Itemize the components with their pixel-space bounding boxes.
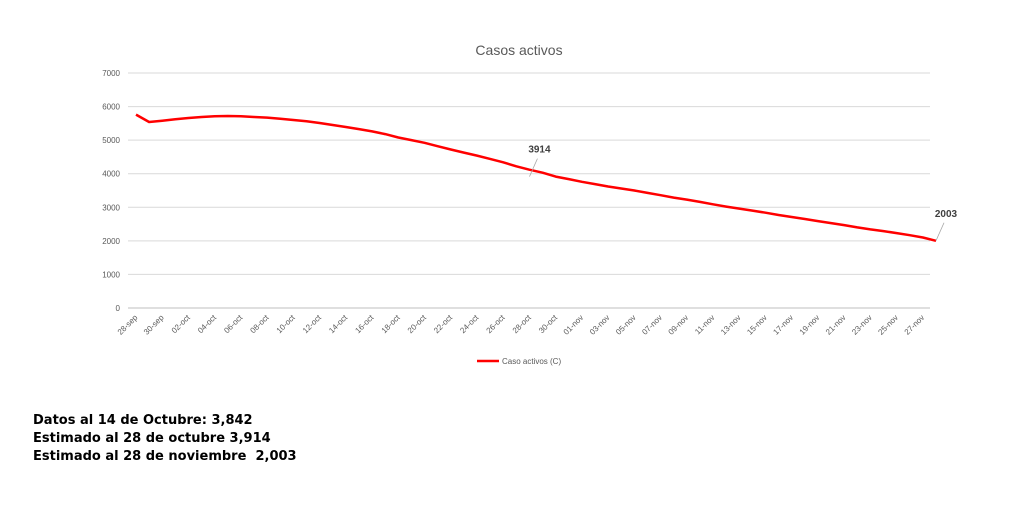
y-tick-label: 1000 [102,270,120,279]
x-tick-label: 23-nov [850,313,874,337]
x-tick-label: 13-nov [719,313,743,337]
series-line [135,113,937,243]
legend: Caso activos (C) [477,357,561,366]
y-tick-label: 5000 [102,136,120,145]
x-tick-label: 25-nov [876,313,900,337]
x-tick-label: 30-oct [537,313,560,336]
x-tick-label: 15-nov [745,313,769,337]
legend-label: Caso activos (C) [502,357,561,366]
x-tick-label: 07-nov [640,313,664,337]
x-tick-label: 08-oct [248,313,271,336]
x-tick-label: 21-nov [824,313,848,337]
x-tick-label: 22-oct [432,313,455,336]
x-tick-label: 09-nov [667,313,691,337]
x-tick-label: 02-oct [170,313,193,336]
x-tick-label: 30-sep [142,313,166,337]
x-tick-label: 17-nov [771,313,795,337]
x-tick-label: 20-oct [406,313,429,336]
x-tick-label: 10-oct [275,313,298,336]
chart-title: Casos activos [475,42,562,58]
series-layer [135,113,937,243]
x-tick-label: 12-oct [301,313,324,336]
x-tick-label: 24-oct [458,313,481,336]
annotations: 3914 2003 [528,145,958,241]
x-tick-label: 28-sep [116,313,140,337]
x-axis-ticks: 28-sep 30-sep 02-oct 04-oct 06-oct 08-oct 10-o… [116,313,927,337]
x-tick-label: 27-nov [903,313,927,337]
x-tick-label: 01-nov [562,313,586,337]
note-line: Estimado al 28 de noviembre 2,003 [33,449,297,464]
note-line: Estimado al 28 de octubre 3,914 [33,431,271,446]
annotation-leader [935,222,945,241]
y-tick-label: 4000 [102,170,120,179]
x-tick-label: 11-nov [693,313,716,336]
gridlines [128,72,930,309]
x-tick-label: 26-oct [485,313,508,336]
x-tick-label: 04-oct [196,313,219,336]
x-tick-label: 16-oct [353,313,376,336]
y-tick-label: 0 [116,304,121,313]
y-tick-label: 7000 [102,69,120,78]
x-tick-label: 18-oct [380,313,403,336]
x-tick-label: 14-oct [327,313,350,336]
x-tick-label: 28-oct [511,313,534,336]
y-tick-label: 2000 [102,237,120,246]
note-line: Datos al 14 de Octubre: 3,842 [33,413,253,428]
y-tick-label: 6000 [102,103,120,112]
annotation-leader [529,158,538,177]
y-axis-ticks: 0 1000 2000 3000 4000 5000 6000 7000 [102,69,120,313]
x-tick-label: 03-nov [588,313,612,337]
x-tick-label: 05-nov [614,313,638,337]
y-tick-label: 3000 [102,203,120,212]
x-tick-label: 06-oct [222,313,245,336]
notes-block: Datos al 14 de Octubre: 3,842 Estimado a… [33,412,297,466]
annotation-label: 3914 [528,145,551,156]
annotation-label: 2003 [935,209,958,220]
x-tick-label: 19-nov [798,313,822,337]
